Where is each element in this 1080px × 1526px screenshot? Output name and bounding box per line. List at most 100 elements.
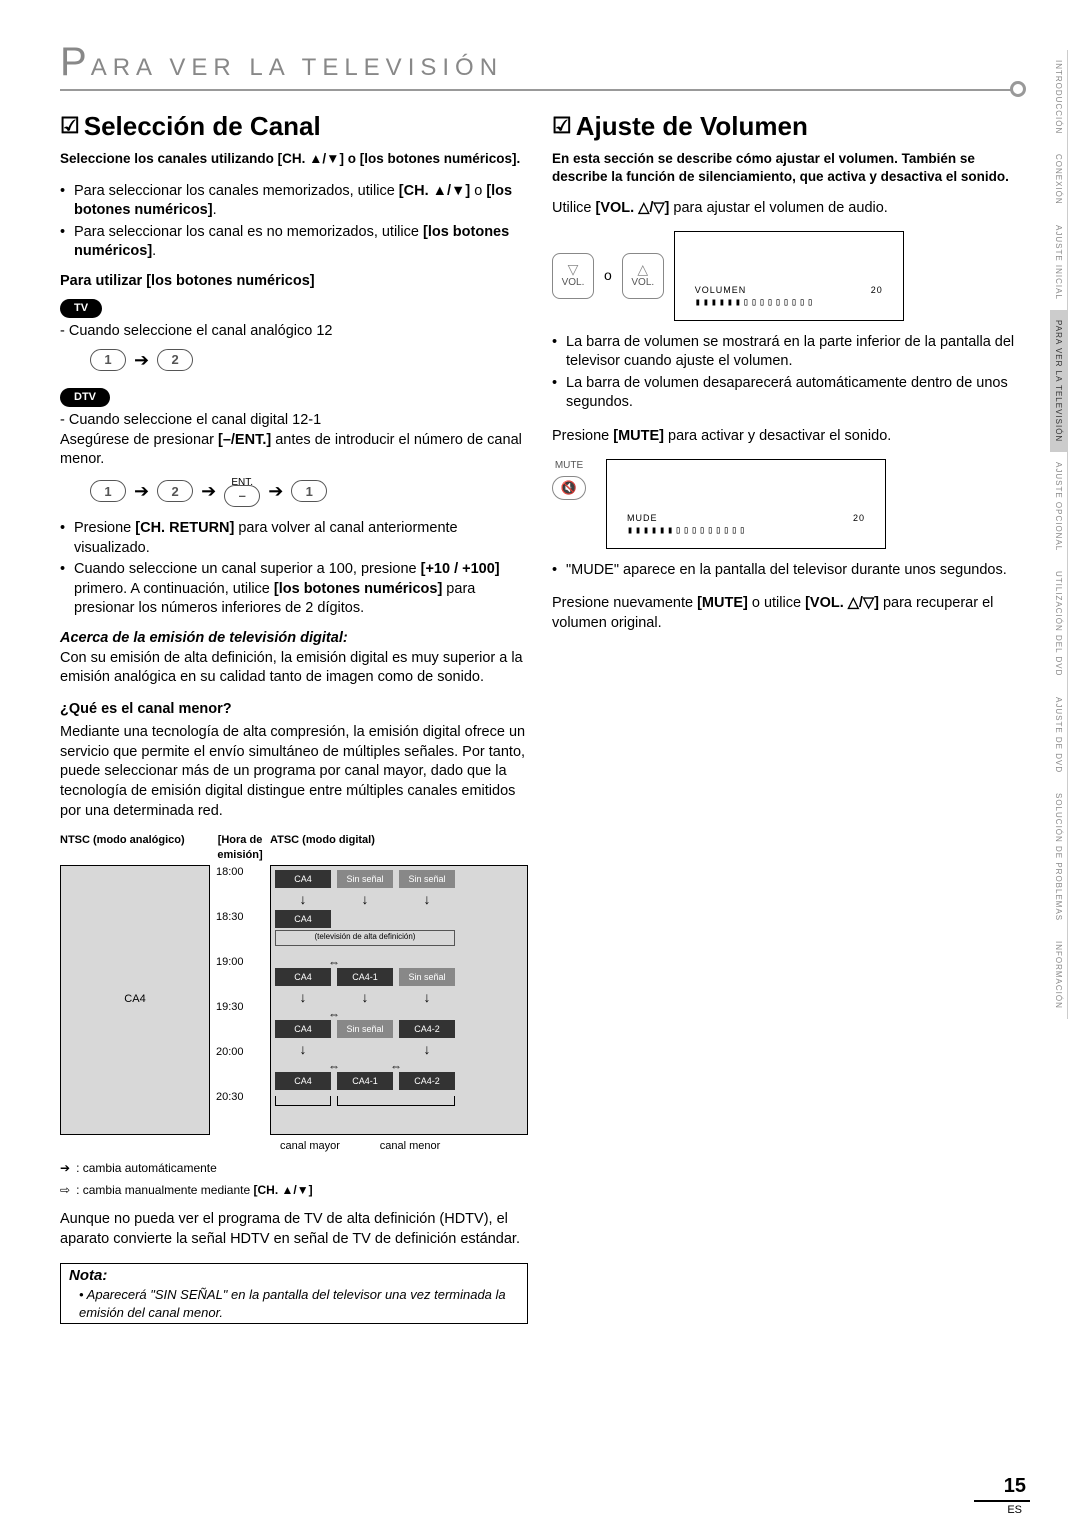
down-arrow-icon: ↓ (424, 1040, 431, 1059)
key-d1: 1 (90, 480, 126, 502)
or-separator: o (604, 266, 612, 285)
b1e: . (213, 202, 217, 218)
dtv2b: [–/ENT.] (218, 432, 271, 448)
schedule-diagram: NTSC (modo analógico) [Hora de emisión] … (60, 833, 528, 1198)
key-1: 1 (90, 349, 126, 371)
tab-solucion-problemas[interactable]: SOLUCIÓN DE PROBLEMAS (1050, 783, 1068, 931)
down-arrow-icon: ↓ (300, 1040, 307, 1059)
nota-title: Nota: (69, 1266, 519, 1286)
r2c: para activar y desactivar el sonido. (664, 428, 891, 444)
tab-para-ver-tv[interactable]: PARA VER LA TELEVISIÓN (1050, 310, 1068, 452)
time-5: 20:30 (210, 1090, 270, 1135)
dtv-line1: - Cuando seleccione el canal digital 12-… (60, 411, 528, 431)
left-title-text: Selección de Canal (84, 111, 321, 141)
right-line1: Utilice [VOL. △/▽] para ajustar el volum… (552, 199, 1020, 219)
volume-display: VOLUMEN20 ▮▮▮▮▮▮▯▯▯▯▯▯▯▯▯ (674, 231, 904, 321)
tab-introduccion[interactable]: INTRODUCCIÓN (1050, 50, 1068, 144)
es-label: ES (1007, 1504, 1022, 1516)
cell-ca41-1: CA4-1 (337, 968, 393, 986)
mude-bar-ticks: ▮▮▮▮▮▮▯▯▯▯▯▯▯▯▯ (627, 524, 865, 538)
vol-bar-ticks: ▮▮▮▮▮▮▯▯▯▯▯▯▯▯▯ (695, 296, 883, 310)
time-2: 19:00 (210, 955, 270, 1000)
header-circle-icon (1010, 81, 1026, 97)
cell-ca4-2r: CA4 (275, 910, 331, 928)
cell-ss-2: Sin señal (399, 870, 455, 888)
nota-box: Nota: • Aparecerá "SIN SEÑAL" en la pant… (60, 1263, 528, 1324)
tab-ajuste-dvd[interactable]: AJUSTE DE DVD (1050, 687, 1068, 783)
ihead2: ¿Qué es el canal menor? (60, 700, 528, 720)
mude-value: 20 (853, 512, 865, 524)
r2b: [MUTE] (613, 428, 664, 444)
mute-icon: 🔇 (552, 476, 586, 500)
r3c: o utilice (748, 595, 805, 611)
header-big-letter: P (60, 40, 89, 85)
r1a: Utilice (552, 200, 596, 216)
side-tabs: INTRODUCCIÓN CONEXIÓN AJUSTE INICIAL PAR… (1050, 50, 1068, 1019)
mute-display: MUDE 20 ▮▮▮▮▮▮▯▯▯▯▯▯▯▯▯ (606, 459, 886, 549)
mute-label: MUTE (555, 459, 583, 473)
checkbox-icon: ☑ (552, 113, 572, 138)
tab-ajuste-inicial[interactable]: AJUSTE INICIAL (1050, 215, 1068, 310)
legend2a: : cambia manualmente mediante (76, 1183, 253, 1197)
cell-ca42-2: CA4-2 (399, 1072, 455, 1090)
dtv-badge: DTV (60, 388, 110, 407)
b4d: [los botones numéricos] (274, 581, 442, 597)
cell-ca42-1: CA4-2 (399, 1020, 455, 1038)
r3d: [VOL. △/▽] (805, 595, 879, 611)
r-bullet-2: •La barra de volumen desaparecerá automá… (552, 374, 1020, 413)
checkbox-icon: ☑ (60, 113, 80, 138)
right-title-text: Ajuste de Volumen (576, 111, 808, 141)
sched-right: CA4 Sin señal Sin señal ↓ ↓ ↓ CA4 (telev… (270, 865, 528, 1135)
legend1-text: : cambia automáticamente (76, 1160, 217, 1176)
page-number: 15 (974, 1475, 1030, 1502)
legend2b: [CH. ▲/▼] (254, 1183, 313, 1197)
r3b: [MUTE] (697, 595, 748, 611)
tv-badge: TV (60, 299, 102, 318)
bracket-mayor (275, 1096, 331, 1106)
bullet-4: • Cuando seleccione un canal superior a … (60, 560, 528, 619)
arrow-icon-3: ➔ (201, 479, 216, 503)
sched-times: 18:00 18:30 19:00 19:30 20:00 20:30 (210, 865, 270, 1135)
cell-ca41-2: CA4-1 (337, 1072, 393, 1090)
tv-line: - Cuando seleccione el canal analógico 1… (60, 322, 528, 342)
bottom-label-2: canal menor (350, 1139, 470, 1154)
closing-para: Aunque no pueda ver el programa de TV de… (60, 1210, 528, 1249)
tab-informacion[interactable]: INFORMACIÓN (1050, 931, 1068, 1019)
b3a: Presione (74, 520, 135, 536)
right-line3: Presione nuevamente [MUTE] o utilice [VO… (552, 594, 1020, 633)
time-3: 19:30 (210, 1000, 270, 1045)
down-arrow-icon: ↓ (362, 988, 369, 1007)
tab-utilizacion-dvd[interactable]: UTILIZACIÓN DEL DVD (1050, 561, 1068, 686)
tab-conexion[interactable]: CONEXIÓN (1050, 144, 1068, 215)
dtv-key-row: 1 ➔ 2 ➔ ENT. – ➔ 1 (90, 476, 528, 508)
cell-ca4-4: CA4 (275, 1020, 331, 1038)
vol-bar-label: VOLUMEN (695, 284, 747, 296)
hd-label: (televisión de alta definición) (275, 930, 455, 946)
mute-button[interactable]: MUTE 🔇 (552, 459, 586, 501)
b1b: [CH. ▲/▼] (399, 183, 470, 199)
tab-ajuste-opcional[interactable]: AJUSTE OPCIONAL (1050, 452, 1068, 561)
down-arrow-icon: ↓ (300, 988, 307, 1007)
b2c: . (152, 243, 156, 259)
r1b: [VOL. △/▽] (596, 200, 670, 216)
dtv2a: Asegúrese de presionar (60, 432, 218, 448)
r-bullet-3: •"MUDE" aparece en la pantalla del telev… (552, 561, 1020, 581)
sched-left: CA4 (60, 865, 210, 1135)
legend-1: ➔ : cambia automáticamente (60, 1160, 528, 1176)
cell-ss-3: Sin señal (399, 968, 455, 986)
bullet-3: • Presione [CH. RETURN] para volver al c… (60, 519, 528, 558)
key-d2: 2 (157, 480, 193, 502)
cell-ss-1: Sin señal (337, 870, 393, 888)
bottom-label-1: canal mayor (270, 1139, 350, 1154)
down-arrow-icon: ↓ (300, 890, 307, 909)
b1a: Para seleccionar los canales memorizados… (74, 183, 399, 199)
arrow-solid-icon: ➔ (60, 1160, 70, 1176)
legend-2: ⇨: cambia manualmente mediante [CH. ▲/▼] (60, 1182, 528, 1198)
time-1: 18:30 (210, 910, 270, 955)
mude-label: MUDE (627, 512, 658, 524)
vol-up-button[interactable]: △ VOL. (622, 253, 664, 299)
arrow-icon: ➔ (134, 348, 149, 372)
key-ent: – (224, 485, 260, 507)
sched-hdr-2: [Hora de emisión] (210, 833, 270, 863)
vol-down-button[interactable]: ▽ VOL. (552, 253, 594, 299)
